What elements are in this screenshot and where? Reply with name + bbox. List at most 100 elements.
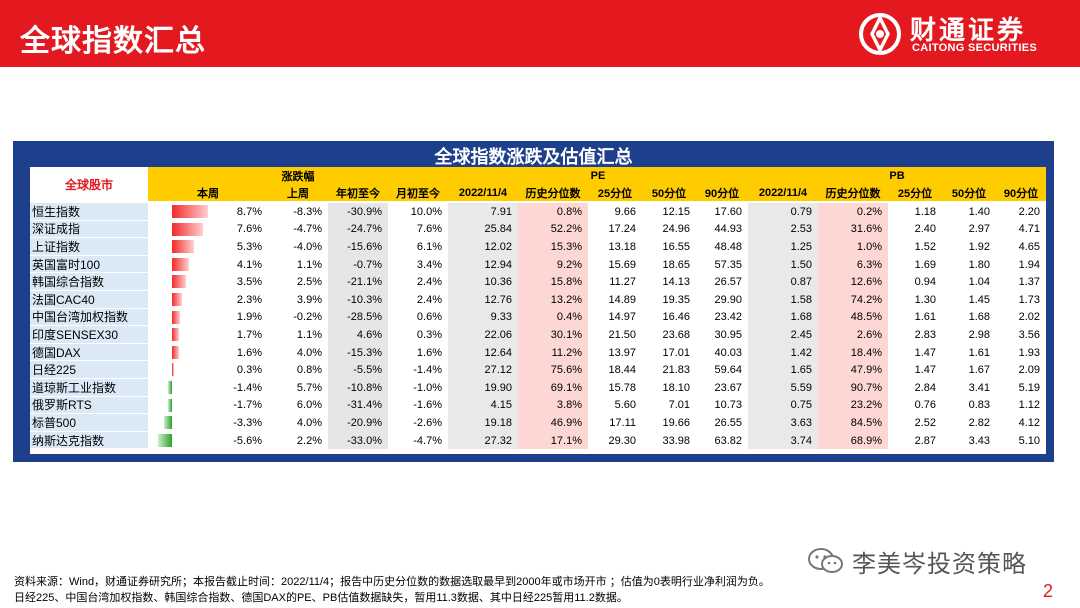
table-row: 俄罗斯RTS -1.7% 6.0% -31.4% -1.6% 4.15 3.8% 5.60 7.… <box>30 396 1046 415</box>
cell-week-bar <box>148 221 208 239</box>
cell-pe-25: 13.97 <box>608 346 636 359</box>
cell-pe: 9.33 <box>448 308 518 327</box>
cell-this-week: 1.9% <box>236 311 262 324</box>
cell-pe-percentile: 75.6% <box>518 361 588 379</box>
cell-pb-25: 1.30 <box>914 293 936 306</box>
cell-pb-25: 2.87 <box>914 434 936 447</box>
cell-pb-90: 4.71 <box>1018 223 1040 236</box>
cell-index-name: 道琼斯工业指数 <box>30 379 148 397</box>
cell-pb-50: 1.92 <box>968 240 990 253</box>
cell-index-name: 韩国综合指数 <box>30 273 148 291</box>
cell-week-bar <box>148 326 208 344</box>
cell-ytd: -10.3% <box>328 291 388 309</box>
logo-english-name: CAITONG SECURITIES <box>912 42 1037 54</box>
caitong-logo-icon <box>859 13 901 55</box>
week-change-bar <box>172 363 174 377</box>
cell-pb-percentile: 74.2% <box>818 291 888 309</box>
watermark-text: 李美岑投资策略 <box>852 550 1027 578</box>
cell-index-name: 标普500 <box>30 414 148 432</box>
cell-pe-percentile: 3.8% <box>518 396 588 415</box>
cell-pe-percentile: 46.9% <box>518 414 588 432</box>
table-row: 中国台湾加权指数 1.9% -0.2% -28.5% 0.6% 9.33 0.4% 14.97… <box>30 308 1046 327</box>
cell-mtd: -1.4% <box>413 364 442 377</box>
cell-pe-50: 23.68 <box>662 328 690 341</box>
cell-pe: 7.91 <box>448 203 518 221</box>
footnote: 资料来源：Wind，财通证券研究所；本报告截止时间：2022/11/4；报告中历… <box>14 574 770 606</box>
cell-pe-25: 21.50 <box>608 328 636 341</box>
cell-this-week: 1.6% <box>236 346 262 359</box>
cell-pb: 1.68 <box>748 308 818 327</box>
col-header-pb-50: 50分位 <box>942 184 996 201</box>
cell-pe-percentile: 9.2% <box>518 255 588 274</box>
col-header-pe-percentile: 历史分位数 <box>518 184 588 201</box>
cell-week-bar <box>148 309 208 327</box>
cell-pe-50: 17.01 <box>662 346 690 359</box>
cell-last-week: -4.7% <box>293 223 322 236</box>
cell-index-name: 深证成指 <box>30 220 148 239</box>
cell-index-name: 上证指数 <box>30 238 148 256</box>
cell-pe-25: 18.44 <box>608 364 636 377</box>
cell-pe-percentile: 15.8% <box>518 273 588 291</box>
cell-week-bar <box>148 414 208 432</box>
week-change-bar <box>172 293 182 306</box>
cell-pb-percentile: 1.0% <box>818 238 888 256</box>
cell-pe-50: 18.65 <box>662 258 690 271</box>
cell-ytd: -31.4% <box>328 396 388 415</box>
cell-index-name: 恒生指数 <box>30 203 148 221</box>
cell-pb-percentile: 48.5% <box>818 308 888 327</box>
table-row: 韩国综合指数 3.5% 2.5% -21.1% 2.4% 10.36 15.8% 11.27 1… <box>30 273 1046 291</box>
cell-last-week: 2.5% <box>296 276 322 289</box>
cell-last-week: -0.2% <box>293 311 322 324</box>
cell-last-week: 0.8% <box>296 364 322 377</box>
cell-pe: 27.32 <box>448 431 518 450</box>
cell-index-name: 英国富时100 <box>30 255 148 274</box>
cell-pb-25: 1.61 <box>914 311 936 324</box>
cell-week-bar <box>148 256 208 274</box>
week-change-bar <box>172 328 180 342</box>
cell-week-bar <box>148 397 208 415</box>
cell-mtd: -2.6% <box>413 416 442 429</box>
cell-pe-90: 57.35 <box>714 258 742 271</box>
cell-pe: 12.94 <box>448 255 518 274</box>
cell-pb-25: 2.40 <box>914 223 936 236</box>
cell-last-week: 1.1% <box>296 258 322 271</box>
cell-pb-50: 1.40 <box>968 205 990 218</box>
cell-pe-percentile: 69.1% <box>518 379 588 397</box>
footnote-line-1: 资料来源：Wind，财通证券研究所；本报告截止时间：2022/11/4；报告中历… <box>14 576 770 588</box>
cell-pb: 1.58 <box>748 291 818 309</box>
cell-pb-90: 1.37 <box>1018 276 1040 289</box>
cell-last-week: 6.0% <box>296 399 322 412</box>
cell-week-bar <box>148 238 208 256</box>
cell-pe: 19.18 <box>448 414 518 432</box>
cell-pb-percentile: 12.6% <box>818 273 888 291</box>
cell-pb-90: 5.10 <box>1018 434 1040 447</box>
week-change-bar <box>172 345 179 359</box>
cell-pe-90: 23.67 <box>714 381 742 394</box>
page-number: 2 <box>1043 581 1054 601</box>
col-header-pe-90: 90分位 <box>696 184 748 201</box>
cell-pb: 3.63 <box>748 414 818 432</box>
cell-pb-50: 1.45 <box>968 293 990 306</box>
cell-ytd: 4.6% <box>328 326 388 344</box>
cell-pe-90: 26.55 <box>714 416 742 429</box>
cell-pb: 1.42 <box>748 343 818 362</box>
cell-pb-90: 3.56 <box>1018 328 1040 341</box>
cell-this-week: 7.6% <box>236 223 262 236</box>
cell-ytd: -10.8% <box>328 379 388 397</box>
cell-pb: 0.87 <box>748 273 818 291</box>
cell-pe: 12.02 <box>448 238 518 256</box>
cell-index-name: 法国CAC40 <box>30 291 148 309</box>
cell-last-week: 3.9% <box>296 293 322 306</box>
cell-ytd: -30.9% <box>328 203 388 221</box>
cell-pb-25: 1.47 <box>914 346 936 359</box>
week-change-bar <box>172 275 187 289</box>
cell-pb-50: 2.98 <box>968 328 990 341</box>
cell-pb: 3.74 <box>748 431 818 450</box>
cell-pb-90: 2.20 <box>1018 205 1040 218</box>
cell-pb-50: 3.43 <box>968 434 990 447</box>
table-row: 德国DAX 1.6% 4.0% -15.3% 1.6% 12.64 11.2% 13.97 17… <box>30 343 1046 362</box>
cell-pe-percentile: 15.3% <box>518 238 588 256</box>
cell-pb-90: 1.12 <box>1018 399 1040 412</box>
cell-ytd: -0.7% <box>328 255 388 274</box>
col-header-pb-90: 90分位 <box>996 184 1046 201</box>
